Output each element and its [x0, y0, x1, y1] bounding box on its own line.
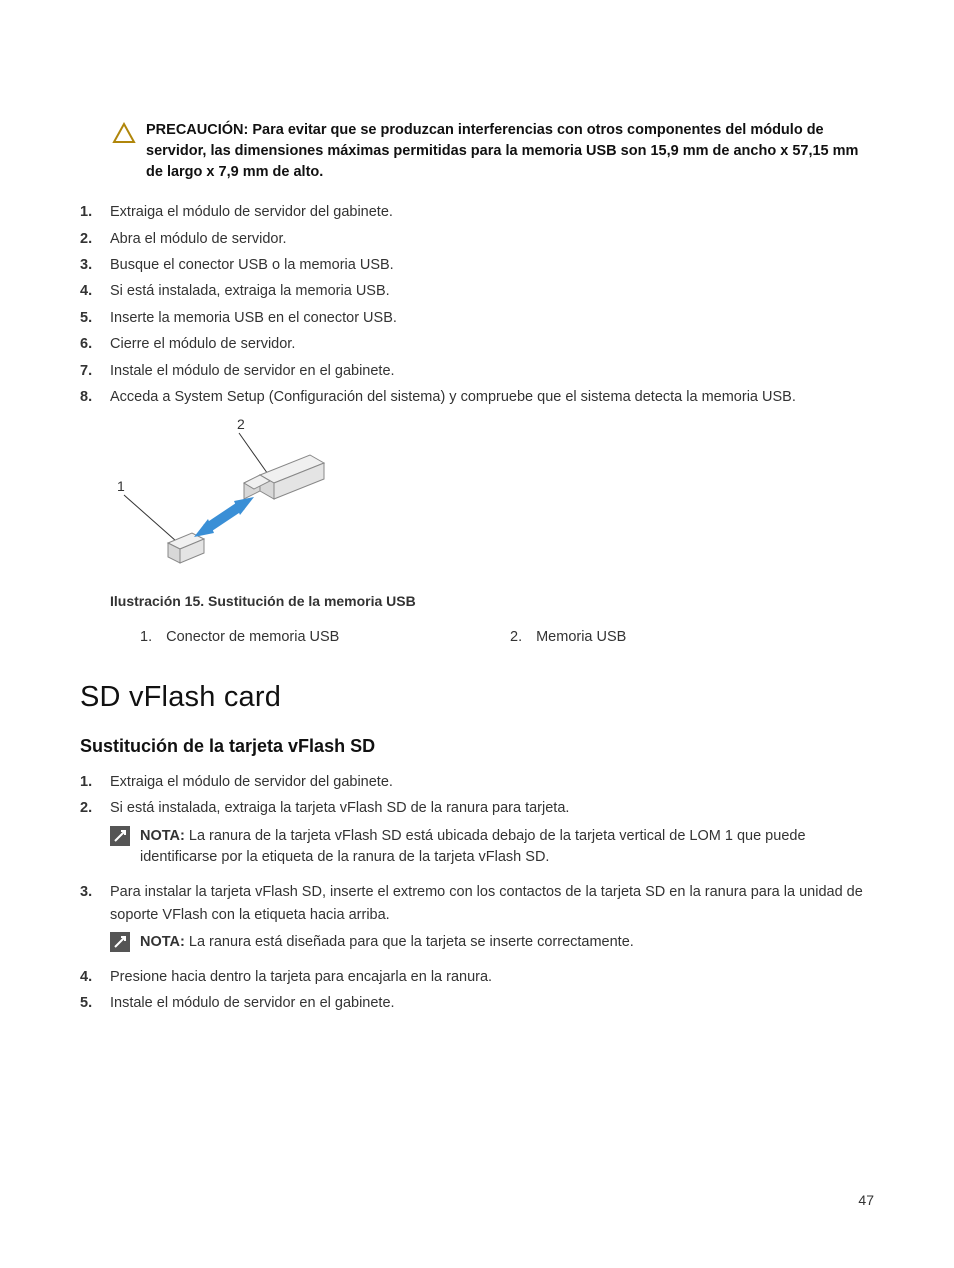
step-item: 4.Presione hacia dentro la tarjeta para …: [80, 966, 874, 988]
figure-caption: Ilustración 15. Sustitución de la memori…: [110, 593, 874, 609]
step-item: 5.Inserte la memoria USB en el conector …: [80, 307, 874, 329]
step-number: 1.: [80, 201, 110, 223]
note-icon: [110, 826, 130, 846]
step-text: Instale el módulo de servidor en el gabi…: [110, 360, 874, 382]
note-block: NOTA: La ranura de la tarjeta vFlash SD …: [110, 826, 874, 870]
steps-list-vflash: 1.Extraiga el módulo de servidor del gab…: [80, 771, 874, 1015]
steps-list-usb: 1.Extraiga el módulo de servidor del gab…: [80, 201, 874, 409]
step-text: Extraiga el módulo de servidor del gabin…: [110, 771, 874, 793]
note-text: NOTA: La ranura está diseñada para que l…: [140, 932, 634, 954]
note-body: La ranura de la tarjeta vFlash SD está u…: [140, 828, 806, 866]
legend-text-2: Memoria USB: [536, 629, 626, 645]
step-text: Instale el módulo de servidor en el gabi…: [110, 992, 874, 1014]
legend-text-1: Conector de memoria USB: [166, 629, 339, 645]
step-item: 6.Cierre el módulo de servidor.: [80, 333, 874, 355]
step-number: 4.: [80, 280, 110, 302]
step-item: 7.Instale el módulo de servidor en el ga…: [80, 360, 874, 382]
step-number: 1.: [80, 771, 110, 793]
step-number: 8.: [80, 386, 110, 408]
caution-block: PRECAUCIÓN: Para evitar que se produzcan…: [112, 120, 874, 183]
step-number: 7.: [80, 360, 110, 382]
legend-item-1: 1. Conector de memoria USB: [140, 629, 510, 645]
caution-text: PRECAUCIÓN: Para evitar que se produzcan…: [146, 120, 874, 183]
step-text: Acceda a System Setup (Configuración del…: [110, 386, 874, 408]
step-text: Cierre el módulo de servidor.: [110, 333, 874, 355]
step-text: Presione hacia dentro la tarjeta para en…: [110, 966, 874, 988]
step-item: 2.Si está instalada, extraiga la tarjeta…: [80, 797, 874, 877]
usb-connector-shape: [168, 533, 204, 563]
callout-2-label: 2: [237, 416, 245, 432]
step-number: 5.: [80, 307, 110, 329]
step-text: Abra el módulo de servidor.: [110, 228, 874, 250]
warning-triangle-icon: [112, 122, 136, 144]
legend-num-2: 2.: [510, 629, 522, 645]
step-item: 4.Si está instalada, extraiga la memoria…: [80, 280, 874, 302]
step-text: Si está instalada, extraiga la tarjeta v…: [110, 797, 874, 819]
step-number: 5.: [80, 992, 110, 1014]
section-title: SD vFlash card: [80, 681, 874, 714]
note-body: La ranura está diseñada para que la tarj…: [189, 934, 634, 950]
step-item: 1.Extraiga el módulo de servidor del gab…: [80, 201, 874, 223]
step-item: 3.Busque el conector USB o la memoria US…: [80, 254, 874, 276]
callout-1-label: 1: [117, 478, 125, 494]
step-number: 3.: [80, 881, 110, 903]
note-label: NOTA:: [140, 828, 189, 844]
note-text: NOTA: La ranura de la tarjeta vFlash SD …: [140, 826, 874, 870]
step-number: 2.: [80, 797, 110, 819]
step-text: Para instalar la tarjeta vFlash SD, inse…: [110, 881, 874, 926]
page-number: 47: [858, 1192, 874, 1208]
step-item: 1.Extraiga el módulo de servidor del gab…: [80, 771, 874, 793]
step-item: 2.Abra el módulo de servidor.: [80, 228, 874, 250]
insert-arrow-icon: [194, 497, 254, 537]
note-icon: [110, 932, 130, 952]
note-block: NOTA: La ranura está diseñada para que l…: [110, 932, 874, 954]
note-label: NOTA:: [140, 934, 189, 950]
callout-1-line: [124, 495, 176, 541]
subsection-title: Sustitución de la tarjeta vFlash SD: [80, 736, 874, 757]
caution-body: Para evitar que se produzcan interferenc…: [146, 122, 858, 180]
step-text: Inserte la memoria USB en el conector US…: [110, 307, 874, 329]
step-item: 8.Acceda a System Setup (Configuración d…: [80, 386, 874, 408]
step-text: Busque el conector USB o la memoria USB.: [110, 254, 874, 276]
step-number: 2.: [80, 228, 110, 250]
step-item: 5.Instale el módulo de servidor en el ga…: [80, 992, 874, 1014]
step-number: 6.: [80, 333, 110, 355]
usb-drive-shape: [244, 455, 324, 509]
figure-usb: 2 1: [110, 415, 874, 585]
figure-legend: 1. Conector de memoria USB 2. Memoria US…: [140, 629, 874, 645]
step-number: 4.: [80, 966, 110, 988]
step-text: Extraiga el módulo de servidor del gabin…: [110, 201, 874, 223]
caution-label: PRECAUCIÓN:: [146, 122, 248, 138]
step-text: Si está instalada, extraiga la memoria U…: [110, 280, 874, 302]
step-number: 3.: [80, 254, 110, 276]
legend-num-1: 1.: [140, 629, 152, 645]
legend-item-2: 2. Memoria USB: [510, 629, 626, 645]
callout-2-line: [239, 433, 270, 477]
step-item: 3.Para instalar la tarjeta vFlash SD, in…: [80, 881, 874, 962]
